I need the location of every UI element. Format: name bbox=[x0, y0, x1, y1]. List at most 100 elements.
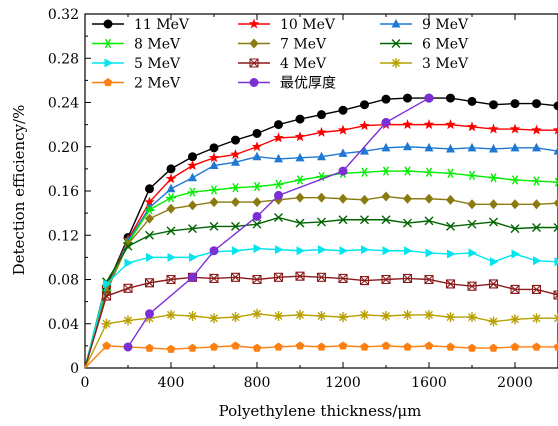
data-point bbox=[165, 173, 177, 184]
data-point bbox=[249, 38, 259, 49]
legend-label: 8 MeV bbox=[134, 37, 181, 53]
data-point bbox=[230, 312, 241, 323]
data-point bbox=[295, 271, 305, 281]
data-point bbox=[381, 191, 391, 202]
data-point bbox=[317, 151, 326, 161]
data-point bbox=[403, 218, 412, 228]
data-point bbox=[467, 312, 477, 323]
data-point bbox=[295, 309, 305, 320]
data-point bbox=[295, 192, 305, 203]
legend-item: 8 MeV bbox=[92, 37, 181, 53]
data-point bbox=[403, 193, 412, 204]
data-point bbox=[360, 100, 369, 110]
legend-item: 7 MeV bbox=[238, 37, 327, 53]
data-point bbox=[446, 194, 455, 205]
series-line bbox=[84, 123, 558, 369]
data-point bbox=[274, 153, 283, 163]
data-point bbox=[145, 184, 154, 194]
x-axis-title: Polyethylene thickness/μm bbox=[219, 402, 422, 420]
legend-label: 3 MeV bbox=[422, 56, 469, 72]
data-point bbox=[166, 226, 176, 236]
data-point bbox=[509, 123, 521, 134]
data-point bbox=[381, 311, 391, 322]
y-tick-label: 0 bbox=[70, 361, 79, 377]
data-point bbox=[360, 194, 369, 205]
data-point bbox=[446, 143, 455, 153]
legend-item: 3 MeV bbox=[380, 56, 469, 72]
legend-item: 2 MeV bbox=[92, 76, 181, 92]
data-point bbox=[423, 119, 435, 130]
data-point bbox=[230, 272, 241, 282]
data-point bbox=[553, 177, 558, 187]
data-point bbox=[402, 119, 413, 130]
data-point bbox=[294, 131, 306, 142]
y-tick-label: 0.04 bbox=[48, 317, 79, 333]
data-point bbox=[391, 39, 401, 48]
legend-item: 6 MeV bbox=[380, 37, 469, 53]
data-point bbox=[317, 217, 326, 227]
data-point bbox=[489, 100, 498, 110]
data-point bbox=[167, 252, 176, 262]
data-point bbox=[166, 203, 176, 214]
data-point bbox=[318, 245, 327, 255]
series-line bbox=[84, 313, 558, 369]
data-point bbox=[103, 38, 113, 49]
legend-item: 11 MeV bbox=[92, 17, 190, 33]
legend-label: 4 MeV bbox=[280, 56, 327, 72]
data-point bbox=[359, 309, 370, 320]
data-point bbox=[187, 187, 198, 197]
data-point bbox=[489, 343, 498, 352]
data-point bbox=[467, 142, 477, 152]
data-point bbox=[188, 343, 197, 352]
data-point bbox=[209, 160, 219, 170]
data-point bbox=[424, 167, 434, 177]
data-point bbox=[360, 146, 369, 155]
data-point bbox=[532, 199, 541, 210]
data-point bbox=[123, 241, 133, 251]
data-point bbox=[402, 166, 413, 176]
data-point bbox=[404, 246, 413, 256]
data-point bbox=[531, 124, 542, 135]
legend-label: 2 MeV bbox=[134, 76, 181, 92]
data-point bbox=[274, 120, 283, 130]
data-point bbox=[188, 272, 197, 282]
data-point bbox=[231, 341, 240, 350]
data-point bbox=[467, 96, 477, 106]
legend-label: 6 MeV bbox=[422, 37, 469, 53]
series-9 bbox=[84, 341, 558, 369]
data-point bbox=[467, 219, 477, 229]
data-point bbox=[145, 230, 154, 240]
data-point bbox=[145, 213, 154, 224]
data-point bbox=[252, 181, 262, 192]
data-point bbox=[102, 341, 111, 350]
data-point bbox=[402, 273, 413, 283]
data-point bbox=[403, 93, 412, 103]
data-point bbox=[338, 312, 348, 323]
data-point bbox=[273, 179, 284, 190]
data-point bbox=[144, 196, 155, 207]
data-point bbox=[554, 257, 558, 267]
data-point bbox=[361, 245, 370, 255]
data-point bbox=[251, 141, 263, 152]
data-point bbox=[381, 94, 391, 104]
data-point bbox=[295, 114, 305, 124]
data-point bbox=[188, 152, 197, 162]
data-point bbox=[510, 99, 520, 109]
data-point bbox=[424, 309, 434, 320]
x-tick-label: 2000 bbox=[497, 375, 533, 391]
data-point bbox=[510, 314, 520, 325]
data-point bbox=[381, 142, 391, 152]
data-point bbox=[391, 58, 401, 68]
data-point bbox=[359, 276, 370, 286]
data-point bbox=[273, 132, 284, 143]
data-point bbox=[337, 124, 349, 135]
data-point bbox=[360, 215, 369, 225]
data-point bbox=[231, 135, 240, 145]
data-point bbox=[316, 126, 327, 137]
data-point bbox=[166, 344, 176, 353]
data-point bbox=[553, 342, 558, 351]
data-point bbox=[295, 152, 305, 162]
data-point bbox=[249, 78, 259, 87]
data-point bbox=[103, 78, 113, 87]
data-point bbox=[447, 249, 456, 259]
